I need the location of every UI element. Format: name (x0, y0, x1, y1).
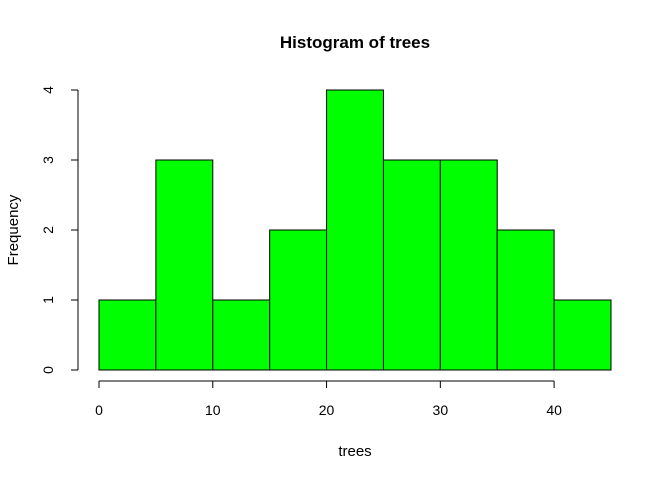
x-tick-label: 10 (205, 402, 221, 418)
histogram-bar-3 (269, 229, 328, 371)
histogram-bar-8 (553, 299, 612, 371)
histogram-bar-0 (98, 299, 157, 371)
x-tick-label: 0 (95, 402, 103, 418)
y-tick-label: 0 (40, 366, 56, 374)
x-axis: 0 10 20 30 40 (95, 380, 562, 418)
histogram-bar-2 (212, 299, 271, 371)
x-tick-label: 30 (433, 402, 449, 418)
x-tick-label: 40 (546, 402, 562, 418)
y-axis: 0 1 2 3 4 (40, 86, 79, 374)
histogram-bar-1 (155, 159, 214, 371)
y-tick-label: 4 (40, 86, 56, 94)
histogram-bar-4 (326, 89, 384, 371)
x-axis-label: trees (338, 443, 371, 460)
y-tick-label: 3 (40, 156, 56, 164)
y-axis-label: Frequency (5, 194, 22, 265)
bars-group (98, 89, 612, 371)
y-tick-label: 2 (40, 226, 56, 234)
chart-title: Histogram of trees (280, 33, 430, 52)
histogram-bar-5 (382, 159, 441, 371)
histogram-bar-6 (439, 159, 498, 371)
histogram-bar-7 (496, 229, 555, 371)
y-tick-label: 1 (40, 296, 56, 304)
x-tick-label: 20 (319, 402, 335, 418)
